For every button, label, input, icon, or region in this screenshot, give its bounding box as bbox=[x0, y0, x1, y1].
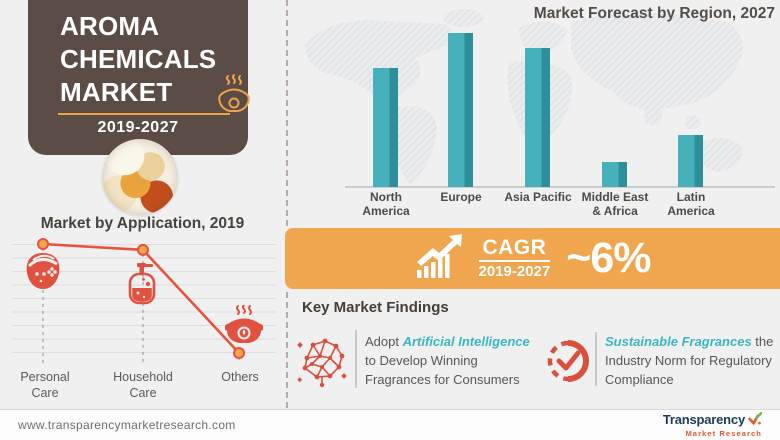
region-chart-title: Market Forecast by Region, 2027 bbox=[533, 5, 775, 22]
application-label-others: Others bbox=[221, 370, 259, 384]
footer-bar: www.transparencymarketresearch.com Trans… bbox=[0, 409, 780, 440]
facial-mask-icon bbox=[21, 251, 65, 296]
growth-arrow-icon bbox=[415, 234, 463, 283]
tmr-checkmark-icon bbox=[747, 411, 763, 427]
application-label-personal-care: Personal Care bbox=[20, 370, 70, 400]
application-line-chart bbox=[37, 238, 245, 364]
finding-text-1: Adopt Artificial Intelligence to Develop… bbox=[365, 334, 530, 387]
region-bar bbox=[678, 135, 703, 187]
cagr-value: ~6% bbox=[566, 234, 651, 282]
region-bar bbox=[525, 48, 550, 187]
region-chart-baseline bbox=[345, 186, 775, 188]
cagr-label: CAGR bbox=[482, 236, 547, 259]
aroma-burner-icon bbox=[224, 304, 264, 350]
findings-heading: Key Market Findings bbox=[302, 299, 449, 316]
title-period: 2019-2027 bbox=[97, 119, 179, 136]
cagr-period: 2019-2027 bbox=[478, 263, 551, 280]
tmr-logo[interactable]: Transparency Market Research bbox=[662, 411, 763, 439]
infographic-title: AROMA CHEMICALS MARKET bbox=[60, 10, 216, 109]
cagr-banner: CAGR 2019-2027 ~6% bbox=[285, 228, 780, 289]
check-circle-icon bbox=[545, 338, 591, 389]
website-link[interactable]: www.transparencymarketresearch.com bbox=[18, 418, 236, 432]
finding-highlight-2: Sustainable Fragrances bbox=[605, 334, 752, 349]
finding-text-2: Sustainable Fragrances the Industry Norm… bbox=[605, 334, 774, 387]
product-photo bbox=[102, 139, 178, 215]
finding-divider-1 bbox=[355, 330, 357, 388]
title-line-3: MARKET bbox=[60, 77, 173, 107]
region-bar bbox=[373, 68, 398, 187]
application-label-household-care: Household Care bbox=[113, 370, 173, 400]
title-line-2: CHEMICALS bbox=[60, 44, 217, 74]
title-line-1: AROMA bbox=[60, 11, 160, 41]
region-label-europe: Europe bbox=[440, 190, 482, 204]
application-chart-title: Market by Application, 2019 bbox=[40, 215, 245, 232]
region-bar-chart bbox=[285, 0, 780, 187]
aroma-lamp-icon bbox=[216, 74, 252, 112]
finding-divider-2 bbox=[595, 332, 597, 386]
panel-divider-bottom bbox=[286, 292, 288, 408]
region-label-latin-america: Latin America bbox=[667, 190, 715, 218]
logo-name: Transparency bbox=[662, 411, 745, 427]
region-label-asia-pacific: Asia Pacific bbox=[504, 190, 572, 204]
title-underline bbox=[58, 113, 230, 115]
logo-subtitle: Market Research bbox=[685, 428, 762, 438]
soap-dispenser-icon bbox=[124, 263, 160, 310]
cagr-rule bbox=[478, 260, 551, 262]
cagr-block: CAGR 2019-2027 bbox=[478, 236, 551, 280]
region-bar bbox=[448, 33, 473, 187]
title-card: AROMA CHEMICALS MARKET 2019-2027 bbox=[28, 0, 250, 155]
finding-highlight-1: Artificial Intelligence bbox=[402, 334, 530, 349]
region-label-middle-east-africa: Middle East & Africa bbox=[581, 190, 649, 218]
panel-divider-top bbox=[286, 0, 288, 226]
region-bar bbox=[602, 162, 627, 187]
region-label-north-america: North America bbox=[362, 190, 410, 218]
ai-network-icon bbox=[297, 334, 347, 393]
